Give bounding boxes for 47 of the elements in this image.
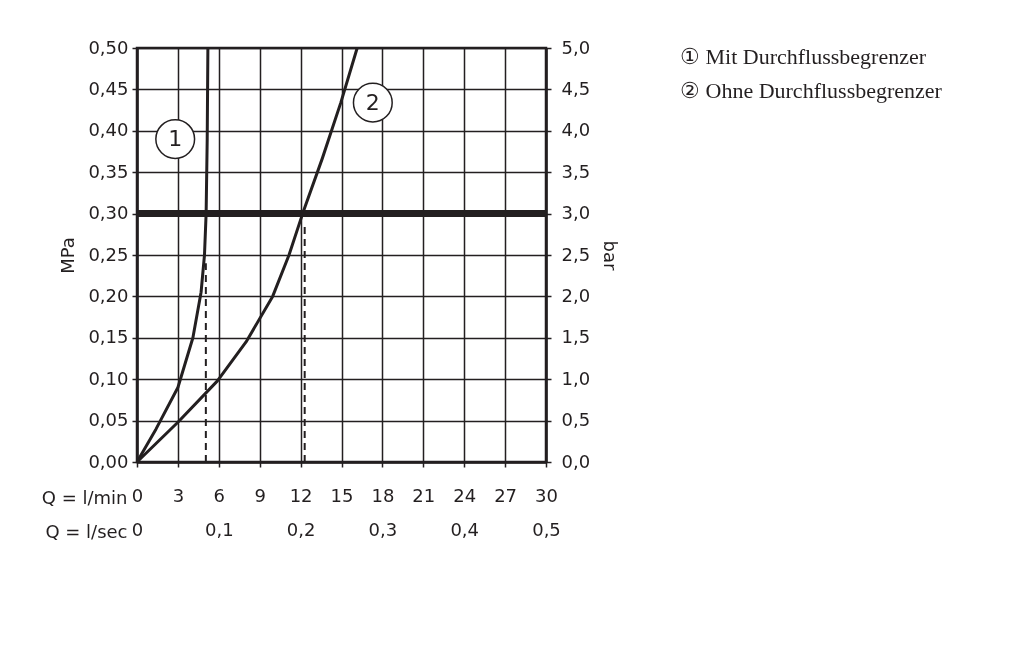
y2-tick-label: 1,0 [561,367,591,389]
x-axis-title: Q = l/min [41,486,128,508]
x-tick-label: 15 [330,484,354,506]
y-tick-label: 0,15 [88,326,129,348]
text: ② Ohne Durchflussbegrenzer [680,78,943,105]
x2-tick-label: 0,2 [286,518,316,540]
y2-tick-label: 4,0 [561,119,591,141]
x-tick-label: 27 [494,484,518,506]
y-tick-label: 0,35 [88,160,129,182]
x-tick-label: 18 [371,484,395,506]
x2-tick-label: 0,4 [450,518,480,540]
x-tick-label: 30 [535,484,558,506]
x-tick-label: 12 [289,484,313,506]
x2-tick-label: 0 [131,518,144,540]
series-label: 2 [365,89,380,115]
y2-tick-label: 0,5 [561,409,591,431]
y2-axis-title: bar [600,240,622,272]
y2-tick-label: 4,5 [561,77,591,99]
y-tick-label: 0,00 [88,450,129,472]
x-tick-label: 3 [172,484,185,506]
x-tick-label: 24 [453,484,477,506]
y-tick-label: 0,20 [88,284,129,306]
y2-tick-label: 3,0 [561,202,591,224]
y-tick-label: 0,50 [88,36,129,58]
y-axis-title: MPa [57,237,79,274]
y2-tick-label: 0,0 [561,450,591,472]
y-tick-label: 0,10 [88,367,129,389]
y-tick-label: 0,30 [88,202,129,224]
y-tick-label: 0,05 [88,409,129,431]
x2-tick-label: 0,5 [532,518,561,540]
x-tick-label: 0 [131,484,144,506]
text: ① Mit Durchflussbegrenzer [680,44,928,71]
y2-tick-label: 3,5 [561,160,591,182]
y2-tick-label: 2,5 [561,243,591,265]
y-tick-label: 0,45 [88,77,129,99]
y-tick-label: 0,25 [88,243,129,265]
x-tick-label: 6 [213,484,226,506]
x2-tick-label: 0,3 [368,518,398,540]
y-tick-label: 0,40 [88,119,129,141]
x2-axis-title: Q = l/sec [45,520,128,542]
y2-tick-label: 2,0 [561,284,591,306]
x-tick-label: 9 [254,484,266,506]
series-label: 1 [168,126,183,152]
x2-tick-label: 0,1 [204,518,234,540]
y2-tick-label: 5,0 [561,36,591,58]
y2-tick-label: 1,5 [561,326,591,348]
x-tick-label: 21 [412,484,436,506]
